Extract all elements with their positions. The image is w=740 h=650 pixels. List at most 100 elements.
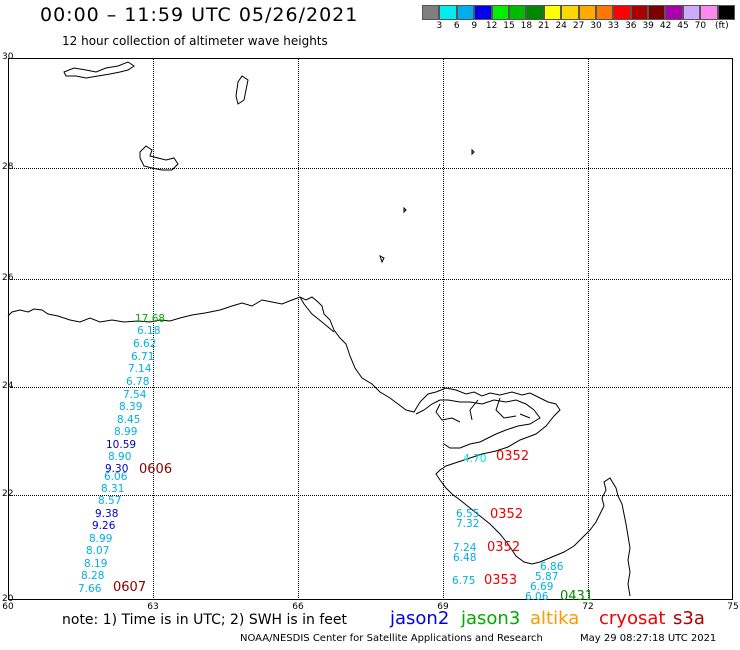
swh-value: 5.87 [535, 571, 559, 583]
legend-jason2: jason2 [390, 608, 450, 629]
meridian-line [298, 58, 299, 600]
longitude-label: 63 [147, 602, 159, 612]
gulf-of-kutch-shore [415, 399, 541, 449]
swh-value: 6.75 [452, 575, 476, 587]
swh-value: 6.86 [540, 561, 564, 573]
colorbar-swatch [439, 5, 457, 20]
colorbar-swatch [561, 5, 579, 20]
parallel-line [8, 168, 733, 169]
swh-value: 8.45 [117, 414, 141, 426]
longitude-label: 69 [437, 602, 449, 612]
map-subtitle: 12 hour collection of altimeter wave hei… [62, 34, 328, 48]
wave-height-colorbar [422, 5, 736, 20]
colorbar-swatch [526, 5, 544, 20]
colorbar-swatch [456, 5, 475, 20]
swh-value: 7.24 [453, 542, 477, 554]
swh-value: 6.55 [456, 508, 480, 520]
colorbar-label: 21 [538, 21, 550, 31]
parallel-line [8, 387, 733, 388]
latitude-label: 30 [2, 52, 14, 62]
island-6 [471, 148, 475, 156]
swh-value: 8.99 [114, 426, 138, 438]
colorbar-label: 12 [485, 21, 498, 31]
credit-line: NOAA/NESDIS Center for Satellite Applica… [240, 633, 543, 644]
colorbar-swatch [474, 5, 492, 20]
colorbar-label: 70 [694, 21, 707, 31]
latitude-label: 26 [2, 273, 14, 283]
swh-value: 6.18 [137, 325, 161, 337]
swh-value: 9.30 [105, 463, 129, 475]
legend-jason3: jason3 [461, 608, 521, 629]
colorbar-swatch [665, 5, 683, 20]
colorbar-swatch [543, 5, 562, 20]
meridian-line [443, 58, 444, 600]
colorbar-swatch [508, 5, 527, 20]
colorbar-swatch [648, 5, 666, 20]
colorbar-swatch [422, 5, 440, 20]
longitude-label: 66 [292, 602, 304, 612]
swh-value: 8.31 [101, 483, 125, 495]
colorbar-label: 36 [625, 21, 637, 31]
swh-value: 17.68 [135, 313, 166, 325]
colorbar-label: 42 [659, 21, 672, 31]
swh-value: 6.06 [104, 471, 128, 483]
meridian-line [588, 58, 589, 600]
swh-value: 7.66 [78, 583, 102, 595]
colorbar-label: 18 [520, 21, 533, 31]
parallel-line [8, 495, 733, 496]
island-3 [139, 145, 179, 171]
colorbar-label: 24 [555, 21, 567, 31]
colorbar-label: 30 [590, 21, 602, 31]
latitude-label: 22 [2, 489, 14, 499]
colorbar-swatch [717, 5, 736, 20]
colorbar-swatch [491, 5, 509, 20]
latitude-label: 24 [2, 381, 14, 391]
swh-value: 6.69 [530, 581, 554, 593]
pass-time: 0352 [490, 507, 524, 522]
colorbar-swatch [682, 5, 701, 20]
colorbar-swatch [700, 5, 718, 20]
swh-value: 6.06 [525, 591, 549, 603]
colorbar-label: 39 [642, 21, 654, 31]
swh-value: 6.71 [131, 351, 155, 363]
longitude-label: 75 [727, 602, 739, 612]
legend-s3a: s3a [673, 608, 705, 629]
swh-value: 9.26 [92, 520, 116, 532]
island-4 [379, 255, 385, 264]
swh-value: 6.62 [133, 338, 157, 350]
island-1 [63, 61, 135, 79]
colorbar-label: (ft) [715, 21, 729, 31]
pass-time: 0353 [484, 573, 518, 588]
swh-value: 10.59 [106, 439, 137, 451]
colorbar-label: 3 [436, 21, 443, 31]
island-2 [235, 75, 249, 105]
swh-value: 8.28 [81, 570, 105, 582]
swh-value: 8.19 [84, 558, 108, 570]
longitude-label: 72 [582, 602, 594, 612]
swh-value: 7.54 [123, 389, 147, 401]
pass-time: 0607 [113, 580, 147, 595]
latitude-label: 20 [2, 594, 14, 604]
island-5 [403, 206, 407, 214]
colorbar-labels: 3 6 9 12 15 18 21 24 27 30 33 36 39 42 45 70 (ft) [422, 21, 740, 33]
swh-value: 6.48 [453, 552, 477, 564]
swh-value: 8.39 [119, 401, 143, 413]
legend-altika: altika [530, 608, 580, 629]
colorbar-swatch [630, 5, 649, 20]
meridian-line [153, 58, 154, 600]
parallel-line [8, 279, 733, 280]
colorbar-label: 27 [572, 21, 585, 31]
swh-value: 8.99 [89, 533, 113, 545]
latitude-label: 28 [2, 162, 14, 172]
map-frame [8, 58, 733, 600]
pass-time: 0352 [487, 540, 521, 555]
swh-value: 6.78 [126, 376, 150, 388]
pass-time: 0431 [560, 589, 594, 604]
inland-lines [299, 296, 531, 423]
swh-value: 8.57 [98, 495, 122, 507]
colorbar-label: 6 [453, 21, 460, 31]
swh-value: 8.90 [108, 451, 132, 463]
swh-value: 4.70 [463, 453, 487, 465]
coastline-mainland [7, 296, 631, 597]
